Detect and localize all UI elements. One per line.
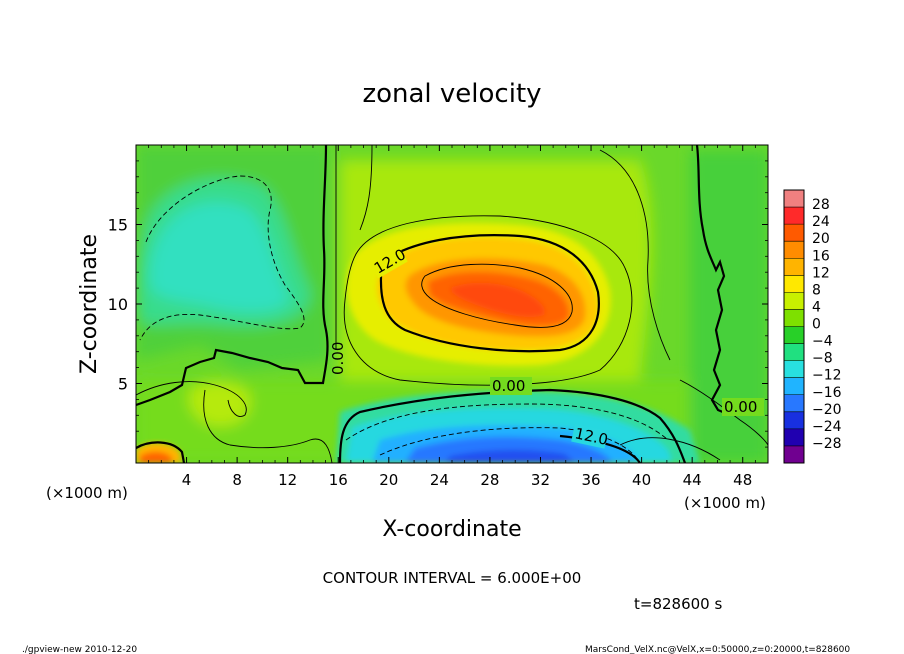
field-right-green	[690, 150, 768, 463]
x-axis: 4 8 12 16 20 24 28 32 36 40 44 48	[148, 145, 756, 489]
x-tick-label: 40	[632, 471, 651, 489]
colorbar-swatch	[784, 428, 804, 447]
contour-six-jet	[343, 215, 633, 386]
x-tick-label: 28	[480, 471, 499, 489]
dashed-contour-neg-jet	[345, 403, 669, 463]
field-negative-left-core	[149, 202, 290, 312]
contour-label-zero-right: 0.00	[722, 398, 764, 416]
contour-eighteen-jet	[421, 263, 573, 328]
colorbar-swatch	[784, 394, 804, 413]
colorbar-tick-label: −4	[812, 334, 833, 350]
colorbar-tick-label: 20	[812, 231, 830, 247]
colorbar-tick-label: 0	[812, 317, 821, 333]
contour-corner	[136, 441, 186, 463]
colorbar-swatch	[784, 207, 804, 225]
x-tick-label: 4	[182, 471, 192, 489]
y-axis: 5 10 15	[108, 160, 768, 448]
colorbar-tick-label: −12	[812, 368, 842, 384]
colorbar-swatch	[784, 377, 804, 396]
x-tick-label: 32	[531, 471, 550, 489]
colorbar-tick-label: 28	[812, 197, 830, 213]
contour-interval-text: CONTOUR INTERVAL = 6.000E+00	[323, 569, 582, 587]
colorbar-swatch	[784, 258, 804, 276]
colorbar-swatch	[784, 360, 804, 379]
contour-label-zero-jet: 0.00	[490, 377, 532, 395]
contour-zero-right	[695, 145, 731, 417]
y-tick-label: 5	[118, 375, 128, 394]
colorbar-tick-label: −24	[812, 419, 842, 435]
jet-level-24	[450, 282, 545, 318]
colorbar-swatch	[784, 292, 804, 310]
colorbar-swatch	[784, 275, 804, 293]
colorbar-swatch	[784, 326, 804, 345]
colorbar-tick-label: −8	[812, 351, 833, 367]
contour-six-upper	[335, 145, 671, 361]
colorbar-tick-label: 12	[812, 265, 830, 281]
y-axis-label: Z-coordinate	[77, 234, 102, 374]
colorbar-tick-label: 24	[812, 214, 830, 230]
colorbar-swatch	[784, 241, 804, 259]
contour-label-5: 0.00	[724, 398, 757, 416]
contour-label-zero-mid: 0.00	[329, 342, 347, 375]
x-tick-label: 8	[232, 471, 242, 489]
colorbar-tick-label: 16	[812, 248, 830, 264]
contour-twelve-negative	[559, 434, 641, 463]
colorbar-swatch	[784, 445, 804, 464]
colorbar-tick-label: −16	[812, 385, 842, 401]
colorbar-tick-label: −20	[812, 402, 842, 418]
dashed-negative-contours	[139, 175, 669, 463]
field-positive-jet	[346, 223, 611, 366]
x-tick-label: 16	[329, 471, 348, 489]
time-text: t=828600 s	[634, 595, 722, 613]
colorbar-swatch	[784, 343, 804, 362]
y-tick-label: 15	[108, 216, 128, 235]
y-tick-label: 10	[108, 295, 128, 314]
contour-six-lower	[136, 381, 333, 463]
colorbar-tick-label: −28	[812, 436, 842, 452]
colorbar-tick-label: 4	[812, 299, 821, 315]
colorbar-tick-label: 8	[812, 282, 821, 298]
x-unit-note-right: (×1000 m)	[684, 494, 766, 512]
colorbar-swatch	[784, 224, 804, 242]
contour-zero-jet	[338, 388, 687, 463]
contour-zero-left-upper	[136, 145, 329, 407]
footer-left: ./gpview-new 2010-12-20	[22, 645, 137, 654]
colorbar-swatch	[784, 190, 804, 208]
corner-warm-core	[140, 451, 172, 463]
x-tick-label: 12	[278, 471, 297, 489]
x-unit-note-left: (×1000 m)	[46, 484, 128, 502]
chart-title: zonal velocity	[362, 79, 541, 109]
contour-six-bottom-right	[619, 379, 768, 461]
contour-lines	[136, 145, 768, 463]
x-tick-label: 20	[379, 471, 398, 489]
contour-label-2: 0.00	[329, 342, 347, 375]
colorbar-swatch	[784, 411, 804, 430]
x-tick-label: 48	[733, 471, 752, 489]
footer-right: MarsCond_VelX.nc@VelX,x=0:50000,z=0:2000…	[585, 645, 850, 654]
x-tick-label: 24	[430, 471, 449, 489]
x-tick-label: 44	[683, 471, 702, 489]
field-corner-warm	[136, 442, 182, 463]
neg-level-20	[445, 449, 575, 463]
x-tick-label: 36	[581, 471, 600, 489]
contour-label-3: 0.00	[492, 377, 525, 395]
colorbar-swatch	[784, 309, 804, 327]
contour-twelve-jet	[379, 234, 600, 353]
x-axis-label: X-coordinate	[382, 517, 521, 542]
dashed-contour-left-upper	[139, 175, 305, 341]
velocity-field: 12.0 0.00 0.00 12.0 0.00	[136, 145, 768, 463]
